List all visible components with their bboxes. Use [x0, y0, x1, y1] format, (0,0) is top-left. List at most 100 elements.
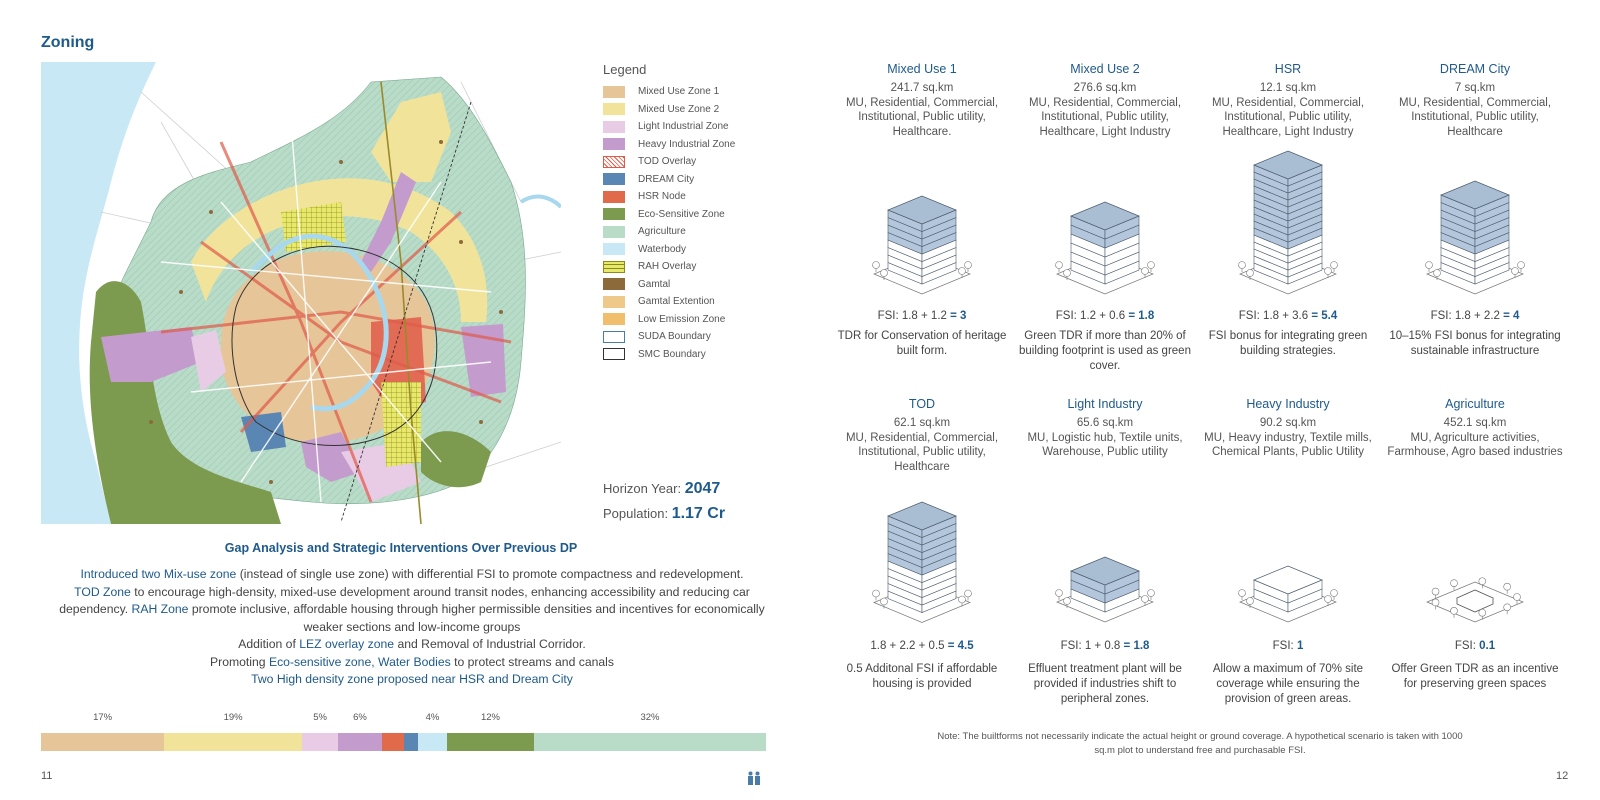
fsi-formula: FSI: 1.8 + 3.6 = 5.4 — [1200, 310, 1376, 322]
fsi-value: = 5.4 — [1311, 310, 1338, 322]
zone-area: 7 sq.km — [1454, 82, 1496, 94]
legend-swatch — [603, 155, 625, 168]
page-number-left: 11 — [41, 770, 53, 782]
fsi-value: = 1.8 — [1128, 310, 1155, 322]
fsi-value: = 4 — [1503, 310, 1520, 322]
share-label: 19% — [223, 712, 243, 723]
legend-label: SUDA Boundary — [638, 331, 711, 343]
legend-item: RAH Overlay — [603, 258, 803, 276]
zone-title: HSR — [1274, 62, 1302, 76]
gap-l4-text: Promoting — [210, 654, 269, 669]
zone-card: Agriculture 452.1 sq.km MU, Agriculture ac… — [1387, 397, 1563, 460]
legend-swatch — [603, 138, 625, 151]
zone-note: Allow a maximum of 70% site coverage whi… — [1212, 663, 1364, 705]
zone-card: Mixed Use 2 276.6 sq.km MU, Residential, C… — [1017, 62, 1193, 139]
legend-item: Eco-Sensitive Zone — [603, 206, 803, 224]
map-legend: Legend Mixed Use Zone 1 Mixed Use Zone 2 L… — [603, 62, 803, 363]
gap-l2-text-2: promote inclusive, affordable housing th… — [188, 602, 765, 634]
share-segment — [534, 733, 766, 751]
fsi-prefix: FSI: — [1454, 640, 1480, 652]
zone-note: Offer Green TDR as an incentive for pres… — [1391, 663, 1559, 690]
fsi-formula: FSI: 1.8 + 1.2 = 3 — [834, 310, 1010, 322]
zone-uses: MU, Residential, Commercial, Institution… — [1028, 96, 1182, 138]
legend-label: Gamtal Extention — [638, 296, 715, 308]
legend-item: SUDA Boundary — [603, 328, 803, 346]
legend-item: Waterbody — [603, 241, 803, 259]
building-illustration — [1045, 541, 1165, 633]
horizon-label: Horizon Year: — [603, 481, 682, 496]
fsi-value: = 1.8 — [1123, 640, 1150, 652]
zone-uses: MU, Residential, Commercial, Institution… — [845, 96, 999, 138]
legend-label: Heavy Industrial Zone — [638, 138, 736, 150]
legend-label: Eco-Sensitive Zone — [638, 208, 725, 220]
zone-note: 0.5 Additonal FSI if affordable housing … — [846, 663, 998, 690]
building-illustration — [862, 486, 982, 634]
zone-uses: MU, Logistic hub, Textile units, Warehou… — [1027, 431, 1183, 459]
zone-area: 65.6 sq.km — [1076, 417, 1134, 429]
fsi-formula: FSI: 1 + 0.8 = 1.8 — [1017, 640, 1193, 652]
fsi-value: 1 — [1296, 640, 1304, 652]
gap-l1-text: (instead of single use zone) with differ… — [236, 567, 744, 581]
population-label: Population: — [603, 506, 669, 521]
legend-swatch — [603, 313, 625, 326]
fsi-value: = 4.5 — [947, 640, 974, 652]
building-illustration — [1228, 135, 1348, 305]
brand-logo-icon — [747, 771, 761, 785]
zone-note: Effluent treatment plant will be provide… — [1028, 663, 1182, 705]
legend-label: RAH Overlay — [638, 261, 697, 273]
zone-title: Mixed Use 2 — [1070, 62, 1140, 76]
zone-note: 10–15% FSI bonus for integrating sustain… — [1389, 330, 1561, 357]
share-segment — [164, 733, 302, 751]
building-illustration — [1415, 559, 1535, 633]
legend-title: Legend — [603, 62, 647, 77]
gap-l4-highlight: Eco-sensitive zone, Water Bodies — [268, 654, 451, 669]
share-segment — [41, 733, 165, 751]
page-number-right: 12 — [1556, 770, 1569, 782]
legend-swatch — [603, 173, 625, 186]
legend-item: Gamtal — [603, 276, 803, 294]
legend-item: HSR Node — [603, 188, 803, 206]
population-value: 1.17 Cr — [671, 505, 726, 522]
zone-uses: MU, Residential, Commercial, Institution… — [1211, 96, 1365, 138]
legend-item: Low Emission Zone — [603, 311, 803, 329]
building-illustration — [1045, 186, 1165, 305]
zone-note: TDR for Conservation of heritage built f… — [837, 330, 1007, 357]
share-label: 32% — [640, 712, 660, 723]
population: Population: 1.17 Cr — [603, 505, 725, 523]
fsi-prefix: FSI: 1.8 + 1.2 — [877, 310, 951, 322]
legend-swatch — [603, 208, 625, 221]
share-segment — [302, 733, 339, 751]
gap-l1-highlight: Introduced two Mix-use zone — [80, 567, 237, 581]
zone-uses: MU, Heavy industry, Textile mills, Chemi… — [1204, 431, 1372, 459]
zone-title: Agriculture — [1445, 397, 1505, 411]
footnote: Note: The builtforms not necessarily ind… — [937, 731, 1463, 756]
page-title: Zoning — [41, 34, 95, 51]
zone-note: FSI bonus for integrating green building… — [1208, 330, 1368, 357]
legend-item: SMC Boundary — [603, 346, 803, 364]
zone-title: Heavy Industry — [1246, 397, 1330, 411]
legend-item: Mixed Use Zone 1 — [603, 83, 803, 101]
zone-uses: MU, Residential, Commercial, Institution… — [1398, 96, 1552, 138]
fsi-prefix: FSI: 1.8 + 2.2 — [1430, 310, 1504, 322]
share-segment — [381, 733, 404, 751]
zone-area: 276.6 sq.km — [1073, 82, 1137, 94]
legend-swatch — [603, 120, 625, 133]
legend-item: Gamtal Extention — [603, 293, 803, 311]
share-label: 17% — [93, 712, 113, 723]
fsi-prefix: FSI: 1.8 + 3.6 — [1238, 310, 1312, 322]
zone-card: Heavy Industry 90.2 sq.km MU, Heavy indust… — [1200, 397, 1376, 460]
zone-card: HSR 12.1 sq.km MU, Residential, Commercial… — [1200, 62, 1376, 139]
legend-label: Light Industrial Zone — [638, 121, 729, 133]
share-label: 4% — [425, 712, 440, 723]
zone-title: Mixed Use 1 — [887, 62, 957, 76]
zone-area: 241.7 sq.km — [890, 82, 954, 94]
legend-swatch — [603, 278, 625, 291]
fsi-prefix: FSI: — [1272, 640, 1297, 652]
zone-title: TOD — [908, 397, 936, 411]
legend-label: Mixed Use Zone 2 — [638, 103, 720, 115]
gap-l5-text: Two High density zone proposed near HSR … — [251, 672, 573, 686]
gap-l2-text: to encourage high-density, mixed-use dev… — [59, 584, 750, 617]
legend-swatch — [603, 260, 625, 273]
building-illustration — [1228, 550, 1348, 633]
legend-label: Agriculture — [638, 226, 686, 238]
